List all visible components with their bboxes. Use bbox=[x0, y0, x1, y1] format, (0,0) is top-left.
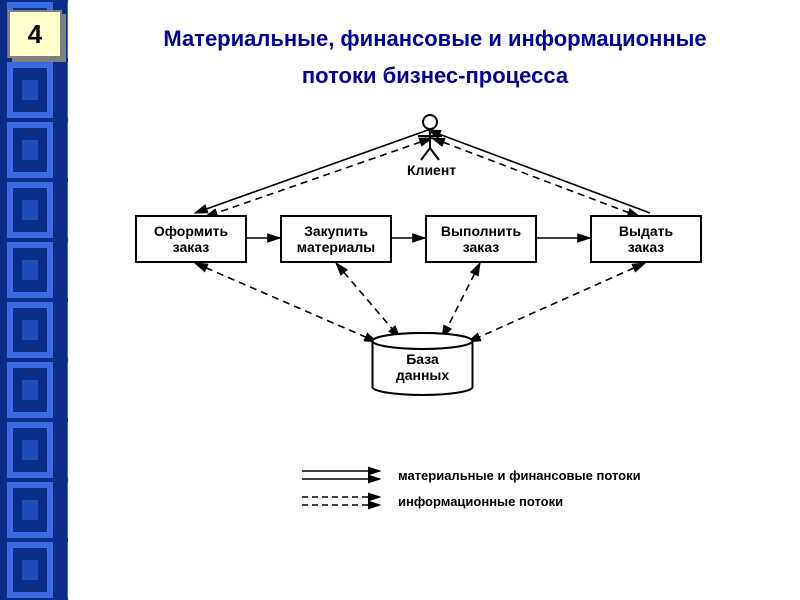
process-box-b1: Оформитьзаказ bbox=[135, 215, 247, 263]
slide-title: Материальные, финансовые и информационны… bbox=[90, 20, 780, 95]
actor-icon bbox=[418, 115, 442, 160]
flow-diagram: Клиент Оформитьзаказ Закупитьматериалы Вып… bbox=[80, 110, 780, 460]
info-flow-arrow bbox=[468, 263, 645, 342]
database-node: Базаданных bbox=[370, 335, 475, 397]
legend-solid-label: материальные и финансовые потоки bbox=[398, 468, 641, 483]
process-box-b3: Выполнитьзаказ bbox=[425, 215, 537, 263]
material-flow-arrow bbox=[195, 130, 428, 213]
legend-solid-icon bbox=[300, 465, 390, 485]
slide-number: 4 bbox=[28, 19, 42, 50]
process-box-b4: Выдатьзаказ bbox=[590, 215, 702, 263]
legend-row-dashed: информационные потоки bbox=[300, 491, 740, 511]
legend-row-solid: материальные и финансовые потоки bbox=[300, 465, 740, 485]
legend-dashed-label: информационные потоки bbox=[398, 494, 563, 509]
database-label: Базаданных bbox=[370, 351, 475, 383]
legend-dashed-icon bbox=[300, 491, 390, 511]
info-flow-arrow bbox=[205, 138, 432, 217]
slide-number-box: 4 bbox=[8, 10, 62, 58]
info-flow-arrow bbox=[195, 263, 377, 342]
material-flow-arrow bbox=[428, 130, 650, 213]
title-line-2: потоки бизнес-процесса bbox=[302, 63, 568, 88]
legend: материальные и финансовые потоки информа… bbox=[300, 465, 740, 517]
info-flow-arrow bbox=[432, 138, 640, 217]
sidebar-pattern bbox=[0, 0, 68, 600]
info-flow-arrow bbox=[442, 263, 480, 338]
process-box-b2: Закупитьматериалы bbox=[280, 215, 392, 263]
info-flow-arrow bbox=[336, 263, 400, 338]
database-label-text: Базаданных bbox=[396, 351, 449, 383]
actor-label: Клиент bbox=[407, 162, 456, 178]
title-line-1: Материальные, финансовые и информационны… bbox=[163, 26, 706, 51]
